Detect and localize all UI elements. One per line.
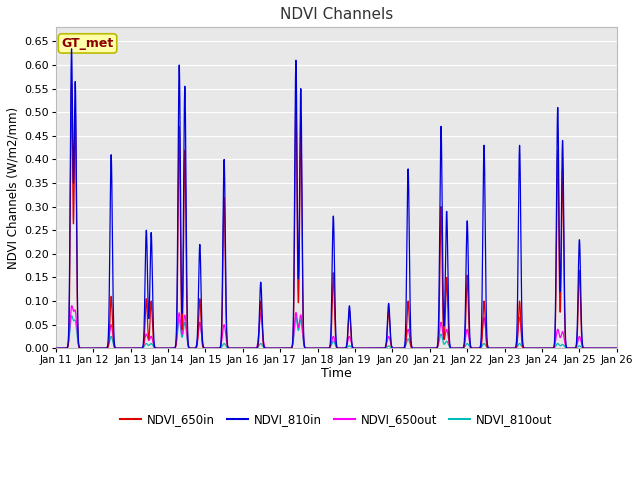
NDVI_650out: [317, 346, 325, 351]
Text: GT_met: GT_met: [61, 37, 114, 50]
NDVI_650in: [68, 80, 76, 86]
NDVI_810out: [192, 345, 200, 350]
NDVI_810in: [391, 346, 399, 351]
NDVI_650out: [454, 346, 461, 351]
NDVI_650in: [317, 346, 325, 351]
NDVI_810out: [577, 344, 584, 349]
NDVI_650out: [613, 346, 621, 351]
Legend: NDVI_650in, NDVI_810in, NDVI_650out, NDVI_810out: NDVI_650in, NDVI_810in, NDVI_650out, NDV…: [115, 409, 557, 431]
NDVI_650out: [68, 303, 76, 309]
NDVI_650in: [391, 346, 399, 351]
NDVI_810out: [613, 346, 621, 351]
Title: NDVI Channels: NDVI Channels: [280, 7, 393, 22]
NDVI_650out: [52, 346, 60, 351]
NDVI_810out: [317, 346, 325, 351]
NDVI_810out: [391, 346, 399, 351]
NDVI_810out: [52, 346, 60, 351]
NDVI_650out: [391, 346, 399, 351]
NDVI_810in: [192, 345, 200, 351]
NDVI_810out: [454, 346, 461, 351]
NDVI_650in: [412, 346, 420, 351]
NDVI_810in: [317, 346, 325, 351]
NDVI_650out: [192, 345, 200, 350]
Line: NDVI_810in: NDVI_810in: [56, 49, 617, 348]
NDVI_650in: [192, 345, 200, 351]
Line: NDVI_650in: NDVI_650in: [56, 83, 617, 348]
NDVI_810in: [412, 346, 420, 351]
NDVI_650out: [412, 346, 420, 351]
NDVI_650in: [613, 346, 621, 351]
X-axis label: Time: Time: [321, 367, 352, 380]
NDVI_810in: [68, 46, 76, 52]
NDVI_810in: [577, 273, 584, 278]
NDVI_810out: [68, 313, 76, 319]
NDVI_810in: [454, 346, 461, 351]
NDVI_810out: [412, 346, 420, 351]
NDVI_810in: [52, 346, 60, 351]
NDVI_650in: [577, 296, 584, 302]
NDVI_650out: [577, 336, 584, 342]
NDVI_650in: [454, 346, 461, 351]
NDVI_810in: [613, 346, 621, 351]
Line: NDVI_810out: NDVI_810out: [56, 316, 617, 348]
Y-axis label: NDVI Channels (W/m2/mm): NDVI Channels (W/m2/mm): [7, 107, 20, 269]
Line: NDVI_650out: NDVI_650out: [56, 306, 617, 348]
NDVI_650in: [52, 346, 60, 351]
